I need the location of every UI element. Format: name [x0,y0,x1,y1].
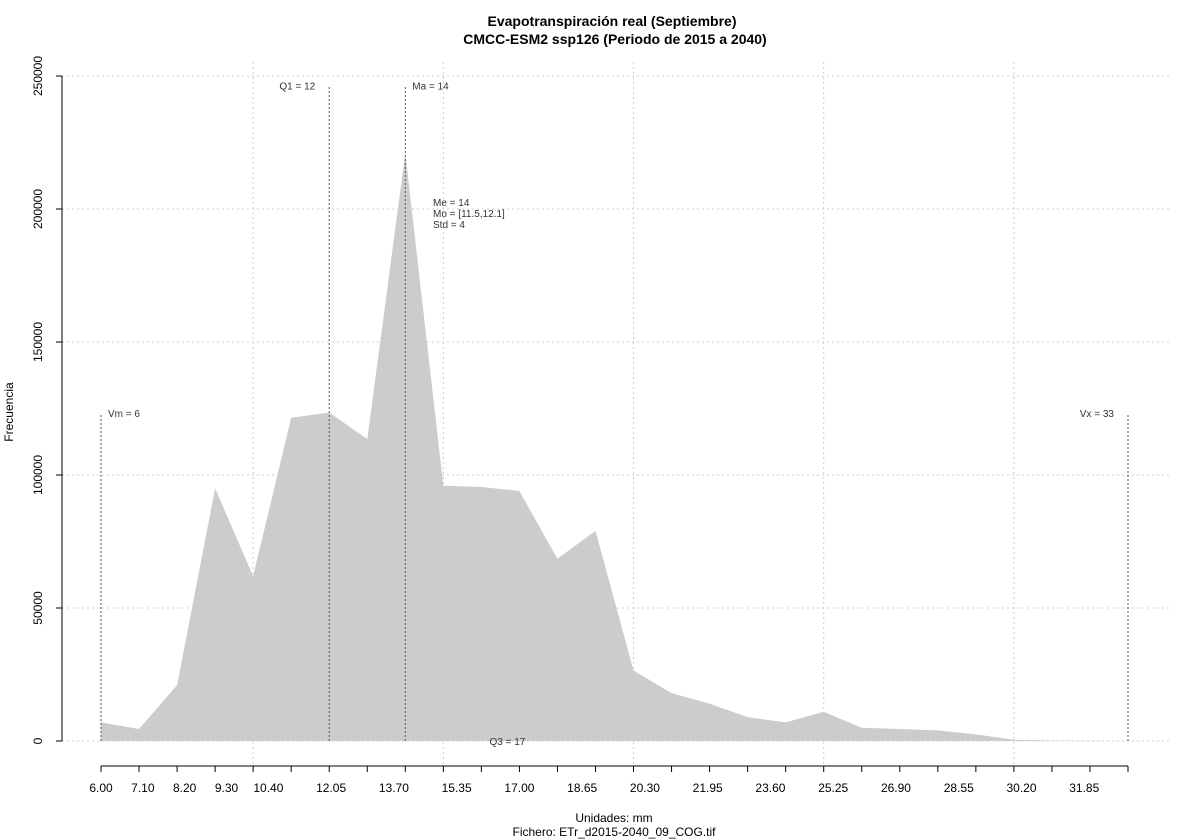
x-tick-label-5: 12.05 [316,781,346,795]
x-tick-label-15: 28.55 [944,781,974,795]
stat-line-1: Mo = [11.5,12.1] [433,209,505,220]
q3-label: Q3 = 17 [489,737,525,748]
vline-label-3: Vx = 33 [1080,409,1115,420]
frequency-area [101,153,1128,742]
y-axis: 0 50000 100000 150000 200000 250000 [31,56,63,744]
vline-label-0: Vm = 6 [108,409,140,420]
x-tick-label-8: 17.00 [504,781,534,795]
x-tick-label-16: 30.20 [1006,781,1036,795]
x-tick-label-10: 20.30 [630,781,660,795]
x-tick-label-7: 15.35 [442,781,472,795]
x-tick-label-11: 21.95 [693,781,723,795]
stat-line-0: Me = 14 [433,198,470,209]
x-tick-label-17: 31.85 [1069,781,1099,795]
y-tick-label-0: 0 [31,737,45,744]
y-tick-label-2: 100000 [31,455,45,495]
chart-title: Evapotranspiración real (Septiembre) [488,13,737,29]
x-tick-label-12: 23.60 [755,781,785,795]
x-tick-label-3: 9.30 [215,781,239,795]
file-caption: Fichero: ETr_d2015-2040_09_COG.tif [513,825,717,839]
y-axis-label: Frecuencia [2,382,16,442]
stat-line-2: Std = 4 [433,220,465,231]
chart-subtitle: CMCC-ESM2 ssp126 (Periodo de 2015 a 2040… [463,31,766,47]
x-tick-label-14: 26.90 [881,781,911,795]
x-tick-label-6: 13.70 [379,781,409,795]
x-tick-label-0: 6.00 [89,781,113,795]
statistic-lines: Vm = 6 Q1 = 12 Ma = 14 Vx = 33 [100,82,1129,741]
y-tick-label-5: 250000 [31,56,45,96]
x-axis: 6.00 7.10 8.20 9.30 10.40 12.05 13.70 15.35 17.0… [89,765,1129,795]
x-tick-label-2: 8.20 [173,781,197,795]
x-axis-label: Unidades: mm [575,811,652,825]
vline-label-1: Q1 = 12 [279,82,315,93]
x-tick-label-4: 10.40 [253,781,283,795]
y-tick-label-1: 50000 [31,591,45,625]
y-tick-label-3: 150000 [31,322,45,362]
x-tick-label-1: 7.10 [131,781,155,795]
vline-label-2: Ma = 14 [412,82,449,93]
x-tick-label-9: 18.65 [567,781,597,795]
y-tick-label-4: 200000 [31,189,45,229]
x-tick-label-13: 25.25 [818,781,848,795]
